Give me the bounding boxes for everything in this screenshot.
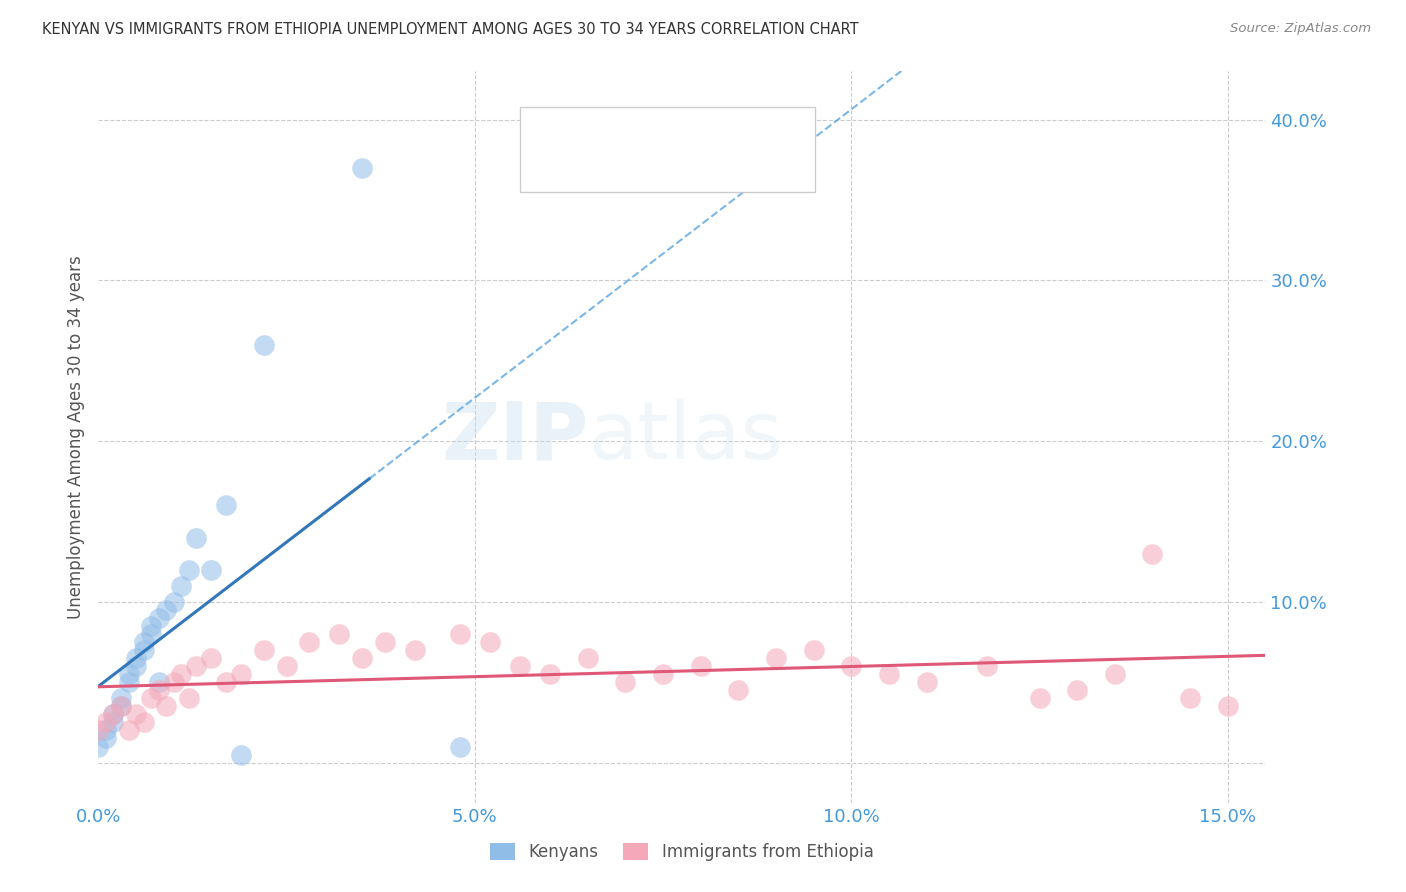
Point bbox=[1142, 547, 1164, 561]
Text: R =: R = bbox=[574, 118, 605, 136]
Text: 45: 45 bbox=[714, 153, 737, 171]
Point bbox=[298, 635, 321, 649]
Point bbox=[94, 731, 117, 746]
Point bbox=[1216, 699, 1239, 714]
Point bbox=[125, 659, 148, 673]
Point bbox=[139, 627, 162, 641]
Point bbox=[328, 627, 350, 641]
Point bbox=[103, 707, 125, 722]
Point bbox=[155, 603, 177, 617]
Point bbox=[200, 651, 222, 665]
Point bbox=[155, 699, 177, 714]
Point bbox=[132, 643, 155, 657]
Point bbox=[276, 659, 298, 673]
Text: Source: ZipAtlas.com: Source: ZipAtlas.com bbox=[1230, 22, 1371, 36]
Point bbox=[163, 595, 186, 609]
Text: atlas: atlas bbox=[589, 398, 783, 476]
Text: 0.197: 0.197 bbox=[616, 153, 668, 171]
Point bbox=[132, 635, 155, 649]
Point bbox=[1178, 691, 1201, 706]
Point bbox=[509, 659, 531, 673]
Legend: Kenyans, Immigrants from Ethiopia: Kenyans, Immigrants from Ethiopia bbox=[484, 836, 880, 868]
Point bbox=[1066, 683, 1088, 698]
Text: ZIP: ZIP bbox=[441, 398, 589, 476]
Point bbox=[177, 563, 200, 577]
Point bbox=[132, 715, 155, 730]
Point bbox=[170, 667, 193, 681]
Point bbox=[186, 659, 208, 673]
Text: KENYAN VS IMMIGRANTS FROM ETHIOPIA UNEMPLOYMENT AMONG AGES 30 TO 34 YEARS CORREL: KENYAN VS IMMIGRANTS FROM ETHIOPIA UNEMP… bbox=[42, 22, 859, 37]
Point bbox=[449, 627, 471, 641]
Point bbox=[1028, 691, 1050, 706]
Point bbox=[803, 643, 825, 657]
Point bbox=[94, 723, 117, 738]
Point bbox=[110, 691, 132, 706]
Point bbox=[87, 739, 110, 754]
Point bbox=[110, 699, 132, 714]
Point bbox=[139, 691, 162, 706]
Text: R =: R = bbox=[574, 153, 605, 171]
Point bbox=[877, 667, 900, 681]
Point bbox=[576, 651, 599, 665]
Point bbox=[103, 715, 125, 730]
Point bbox=[253, 643, 276, 657]
Point bbox=[215, 675, 238, 690]
Point bbox=[1104, 667, 1126, 681]
Point bbox=[215, 499, 238, 513]
Point bbox=[231, 667, 253, 681]
Point bbox=[538, 667, 561, 681]
Point bbox=[117, 667, 139, 681]
Point bbox=[350, 161, 373, 175]
Y-axis label: Unemployment Among Ages 30 to 34 years: Unemployment Among Ages 30 to 34 years bbox=[66, 255, 84, 619]
Point bbox=[915, 675, 938, 690]
Point bbox=[103, 707, 125, 722]
Text: N =: N = bbox=[679, 153, 710, 171]
Point bbox=[125, 707, 148, 722]
Point bbox=[478, 635, 501, 649]
Point bbox=[148, 683, 170, 698]
Point bbox=[614, 675, 637, 690]
Point bbox=[727, 683, 749, 698]
Text: 0.333: 0.333 bbox=[616, 118, 669, 136]
Point bbox=[652, 667, 675, 681]
Point bbox=[404, 643, 426, 657]
Point bbox=[350, 651, 373, 665]
Point bbox=[170, 579, 193, 593]
Point bbox=[231, 747, 253, 762]
Point bbox=[94, 715, 117, 730]
Point bbox=[117, 723, 139, 738]
Text: 28: 28 bbox=[714, 118, 737, 136]
Point bbox=[117, 675, 139, 690]
Point bbox=[87, 723, 110, 738]
Point bbox=[148, 675, 170, 690]
Point bbox=[839, 659, 862, 673]
Point bbox=[765, 651, 787, 665]
Point bbox=[253, 337, 276, 351]
Point bbox=[373, 635, 395, 649]
Point bbox=[976, 659, 998, 673]
Point bbox=[139, 619, 162, 633]
Point bbox=[163, 675, 186, 690]
Point bbox=[186, 531, 208, 545]
Point bbox=[177, 691, 200, 706]
Text: N =: N = bbox=[679, 118, 710, 136]
Point bbox=[148, 611, 170, 625]
Point bbox=[200, 563, 222, 577]
Point bbox=[449, 739, 471, 754]
Point bbox=[110, 699, 132, 714]
Point bbox=[689, 659, 711, 673]
Point bbox=[125, 651, 148, 665]
